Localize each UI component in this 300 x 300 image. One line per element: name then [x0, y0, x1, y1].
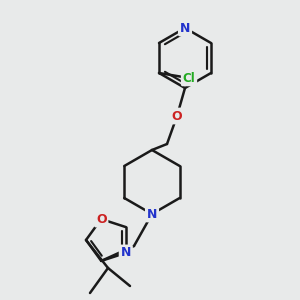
Text: N: N: [147, 208, 157, 220]
Text: Cl: Cl: [183, 71, 195, 85]
Text: N: N: [180, 22, 190, 34]
Text: N: N: [121, 246, 131, 260]
Text: O: O: [172, 110, 182, 122]
Text: O: O: [96, 213, 106, 226]
